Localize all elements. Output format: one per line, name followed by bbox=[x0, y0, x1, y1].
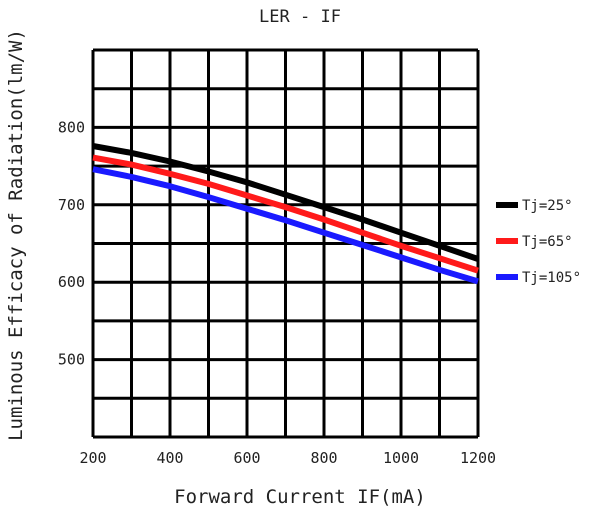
legend-label: Tj=25° bbox=[522, 198, 573, 214]
series-line-2 bbox=[92, 154, 479, 274]
y-tick-label: 700 bbox=[58, 196, 85, 214]
x-tick-label: 200 bbox=[79, 449, 106, 467]
x-tick-label: 800 bbox=[310, 449, 337, 467]
x-tick-label: 1000 bbox=[383, 449, 419, 467]
x-tick-label: 400 bbox=[156, 449, 183, 467]
legend-label: Tj=65° bbox=[522, 234, 573, 250]
x-axis-title: Forward Current IF(mA) bbox=[174, 486, 426, 508]
y-axis-title: Luminous Efficacy of Radiation(lm/W) bbox=[5, 29, 27, 441]
y-tick-label: 800 bbox=[58, 118, 85, 136]
y-tick-label: 600 bbox=[58, 273, 85, 291]
y-tick-label: 500 bbox=[58, 351, 85, 369]
y-axis-ticks: 500 600 700 800 bbox=[58, 118, 85, 368]
x-axis-ticks: 200 400 600 800 1000 1200 bbox=[79, 449, 496, 467]
legend-label: Tj=105° bbox=[522, 270, 581, 286]
series-line-3 bbox=[92, 166, 479, 285]
legend: Tj=25° Tj=65° Tj=105° bbox=[496, 198, 581, 286]
grid bbox=[91, 48, 480, 439]
x-tick-label: 1200 bbox=[460, 449, 496, 467]
chart-title: LER - IF bbox=[259, 7, 341, 27]
x-tick-label: 600 bbox=[233, 449, 260, 467]
series-line-1 bbox=[92, 143, 479, 262]
series-lines bbox=[92, 143, 479, 285]
